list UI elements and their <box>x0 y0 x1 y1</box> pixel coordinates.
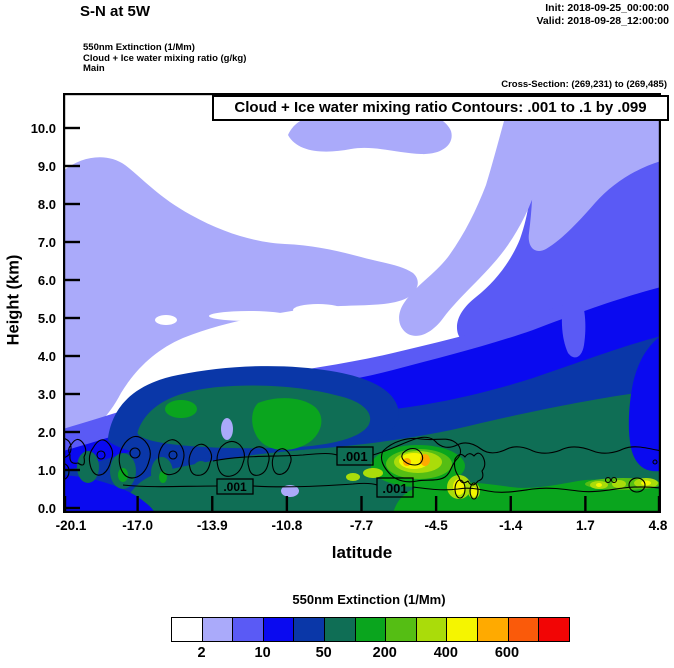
y-tick-label: 4.0 <box>37 349 56 364</box>
x-tick-label: 4.8 <box>648 518 668 533</box>
y-tick-label: 3.0 <box>37 387 56 402</box>
model-times: Init: 2018-09-25_00:00:00 Valid: 2018-09… <box>536 2 669 28</box>
cross-section-chart: .001 .001 .001 <box>63 93 661 513</box>
colorbar-cell <box>507 618 539 641</box>
contour-label-boxes: .001 .001 .001 <box>216 446 414 498</box>
contour-label: .001 <box>223 480 247 494</box>
colorbar-cell <box>262 618 294 641</box>
x-tick-label: -17.0 <box>122 518 154 533</box>
fill-contour-layer <box>63 93 661 513</box>
contour-label: .001 <box>382 481 407 496</box>
x-tick-label: -13.9 <box>196 518 228 533</box>
colorbar-cell <box>324 618 355 641</box>
plot-title-box: Cloud + Ice water mixing ratio Contours:… <box>212 95 669 121</box>
x-tick-label: -20.1 <box>55 518 87 533</box>
page-title: S-N at 5W <box>80 3 151 20</box>
colorbar-tick-label: 200 <box>372 645 397 661</box>
y-tick-label: 0.0 <box>37 501 56 516</box>
colorbar-cell <box>446 618 478 641</box>
colorbar-cell <box>354 618 386 641</box>
colorbar-tick-label: 400 <box>433 645 458 661</box>
field-line-domain: Main <box>83 63 105 74</box>
x-tick-label: -7.7 <box>349 518 374 533</box>
x-tick-label: -1.4 <box>499 518 523 533</box>
y-tick-label: 8.0 <box>37 197 56 212</box>
cross-section-label: Cross-Section: (269,231) to (269,485) <box>501 79 667 90</box>
field-line-extinction: 550nm Extinction (1/Mm) <box>83 42 195 53</box>
colorbar-tick-label: 600 <box>494 645 520 661</box>
y-tick-label: 10.0 <box>30 121 56 136</box>
y-tick-label: 5.0 <box>37 311 56 326</box>
colorbar-cell <box>477 618 508 641</box>
colorbar <box>171 617 570 642</box>
x-tick-label: 1.7 <box>575 518 595 533</box>
y-axis-title: Height (km) <box>4 254 23 346</box>
contour-label: .001 <box>342 449 367 464</box>
colorbar-cell <box>172 618 202 641</box>
field-line-mixing-ratio: Cloud + Ice water mixing ratio (g/kg) <box>83 52 247 64</box>
plot-frame <box>63 93 661 513</box>
y-tick-label: 6.0 <box>37 273 56 288</box>
colorbar-title: 550nm Extinction (1/Mm) <box>292 592 446 607</box>
y-tick-label: 7.0 <box>37 235 56 250</box>
colorbar-tick-label: 50 <box>315 645 332 661</box>
x-tick-label: -4.5 <box>424 518 448 533</box>
colorbar-cell <box>385 618 416 641</box>
x-axis-title: latitude <box>331 543 393 562</box>
colorbar-cell <box>232 618 263 641</box>
x-tick-label: -10.8 <box>271 518 303 533</box>
colorbar-tick-label: 10 <box>254 645 271 661</box>
y-tick-label: 1.0 <box>37 463 56 478</box>
init-time: Init: 2018-09-25_00:00:00 <box>545 2 669 14</box>
y-tick-label: 9.0 <box>37 159 56 174</box>
field-list: 550nm Extinction (1/Mm) Cloud + Ice wate… <box>83 42 247 75</box>
colorbar-tick-label: 2 <box>197 645 206 661</box>
valid-time: Valid: 2018-09-28_12:00:00 <box>536 15 669 27</box>
mixing-ratio-contour-layer <box>63 435 661 500</box>
colorbar-cell <box>415 618 447 641</box>
y-tick-label: 2.0 <box>37 425 56 440</box>
colorbar-cell <box>201 618 233 641</box>
colorbar-cell <box>538 618 569 641</box>
colorbar-cell <box>293 618 325 641</box>
